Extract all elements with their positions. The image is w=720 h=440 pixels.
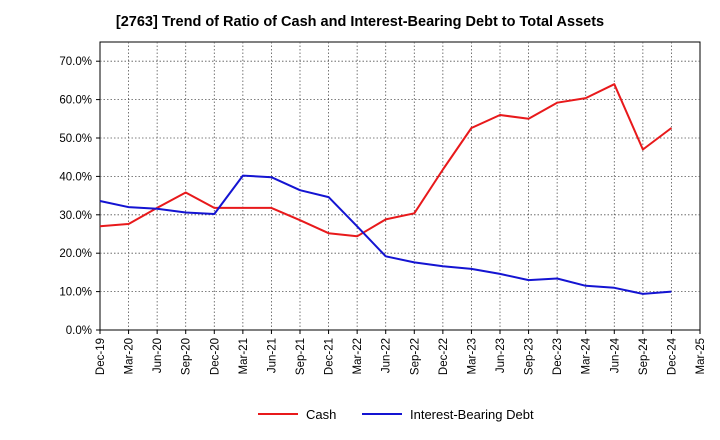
legend-label: Cash bbox=[306, 407, 336, 422]
x-tick-label: Sep-20 bbox=[181, 338, 193, 375]
y-tick-label: 10.0% bbox=[59, 287, 92, 299]
x-tick-label: Mar-25 bbox=[695, 338, 707, 374]
y-tick-label: 70.0% bbox=[59, 56, 92, 68]
series-line-interest-bearing-debt bbox=[99, 174, 672, 295]
y-tick-label: 40.0% bbox=[59, 171, 92, 183]
x-tick-label: Jun-22 bbox=[381, 338, 393, 373]
x-tick-label: Dec-21 bbox=[324, 338, 336, 375]
x-tick-label: Jun-20 bbox=[152, 338, 164, 373]
y-tick-label: 30.0% bbox=[59, 210, 92, 222]
x-tick-label: Dec-24 bbox=[666, 337, 678, 375]
x-tick-label: Sep-24 bbox=[638, 337, 650, 375]
x-tick-label: Jun-23 bbox=[495, 338, 507, 373]
y-tick-label: 20.0% bbox=[59, 248, 92, 260]
y-tick-label: 60.0% bbox=[59, 95, 92, 107]
series-line-cash bbox=[99, 83, 673, 238]
y-tick-label: 50.0% bbox=[59, 133, 92, 145]
x-tick-label: Mar-21 bbox=[238, 338, 250, 374]
x-tick-label: Jun-24 bbox=[609, 337, 621, 373]
y-tick-label: 0.0% bbox=[66, 325, 92, 337]
x-tick-label: Dec-22 bbox=[438, 338, 450, 375]
x-tick-label: Mar-20 bbox=[124, 338, 136, 374]
x-tick-label: Sep-22 bbox=[409, 338, 421, 375]
x-tick-label: Mar-22 bbox=[352, 338, 364, 374]
x-tick-label: Dec-20 bbox=[209, 338, 221, 375]
x-tick-label: Mar-23 bbox=[466, 338, 478, 374]
plot-frame bbox=[99, 41, 701, 331]
x-tick-label: Dec-19 bbox=[95, 338, 107, 375]
x-tick-label: Mar-24 bbox=[581, 337, 593, 374]
legend-label: Interest-Bearing Debt bbox=[410, 407, 534, 422]
x-tick-label: Jun-21 bbox=[266, 338, 278, 373]
x-tick-label: Dec-23 bbox=[552, 338, 564, 375]
x-tick-label: Sep-21 bbox=[295, 338, 307, 375]
chart-title: [2763] Trend of Ratio of Cash and Intere… bbox=[115, 14, 605, 30]
x-tick-label: Sep-23 bbox=[524, 338, 536, 375]
